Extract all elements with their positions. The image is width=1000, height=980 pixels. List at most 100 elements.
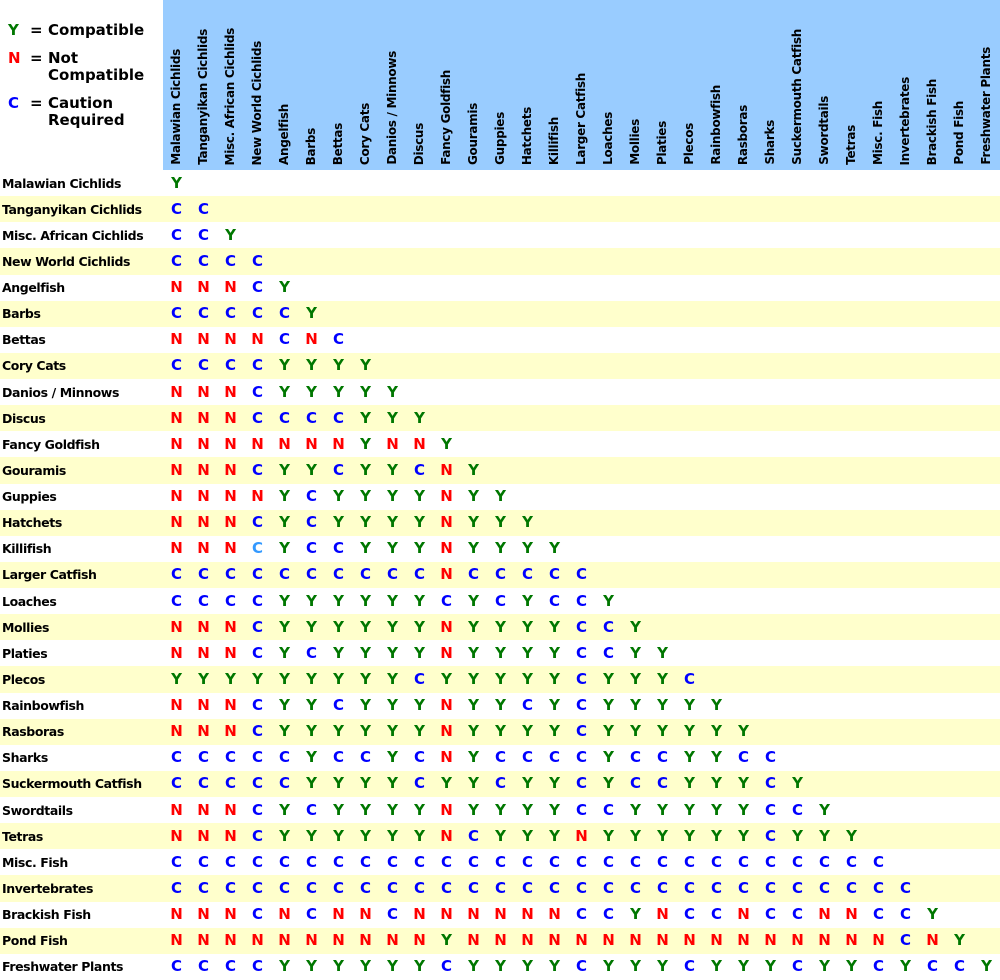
matrix-cell: C [305, 800, 317, 819]
matrix-cell: C [548, 748, 560, 767]
matrix-cell: C [494, 565, 506, 584]
matrix-cell: Y [441, 669, 452, 688]
matrix-cell: C [332, 460, 344, 479]
matrix-cell: N [224, 617, 237, 636]
matrix-cell: Y [387, 539, 398, 558]
matrix-cell: C [467, 826, 479, 845]
matrix-cell: Y [522, 774, 533, 793]
matrix-cell: Y [495, 696, 506, 715]
matrix-cell: Y [414, 539, 425, 558]
matrix-cell: Y [387, 591, 398, 610]
matrix-cell: C [278, 748, 290, 767]
matrix-cell: N [440, 513, 453, 532]
matrix-cell: C [332, 539, 344, 558]
matrix-cell: C [278, 408, 290, 427]
matrix-cell: N [224, 278, 237, 297]
matrix-cell: C [251, 957, 263, 976]
matrix-cell: Y [387, 748, 398, 767]
matrix-cell: C [332, 565, 344, 584]
matrix-cell: N [197, 408, 210, 427]
matrix-cell: N [170, 434, 183, 453]
matrix-cell: Y [495, 487, 506, 506]
matrix-cell: Y [387, 460, 398, 479]
matrix-cell: N [197, 434, 210, 453]
matrix-row: Hatchets N N N C Y C Y Y Y Y N Y Y Y [0, 509, 1000, 536]
matrix-cell: N [224, 434, 237, 453]
matrix-row: Platies N N N C Y C Y Y Y Y N Y Y Y Y C C Y Y [0, 640, 1000, 667]
matrix-cell: N [440, 905, 453, 924]
matrix-row: Bettas N N N N C N C [0, 326, 1000, 353]
matrix-cell: Y [495, 957, 506, 976]
matrix-cell: N [440, 565, 453, 584]
matrix-cell: Y [657, 826, 668, 845]
matrix-cell: Y [738, 774, 749, 793]
matrix-cell: C [764, 905, 776, 924]
matrix-cell: Y [630, 617, 641, 636]
matrix-cell: Y [468, 748, 479, 767]
row-label: Tetras [2, 828, 43, 844]
matrix-cell: C [170, 748, 182, 767]
matrix-cell: C [386, 565, 398, 584]
column-header-label: Hatchets [519, 106, 534, 165]
matrix-cell: Y [495, 800, 506, 819]
matrix-cell: C [683, 852, 695, 871]
row-label: Tanganyikan Cichlids [2, 201, 142, 217]
matrix-cell: N [224, 513, 237, 532]
column-header-label: Loaches [600, 112, 615, 165]
matrix-cell: C [197, 591, 209, 610]
matrix-cell: N [656, 905, 669, 924]
matrix-cell: Y [927, 905, 938, 924]
column-header-label: Angelfish [276, 104, 291, 165]
row-label: Invertebrates [2, 880, 94, 896]
matrix-row: Discus N N N C C C C Y Y Y [0, 405, 1000, 432]
matrix-cell: Y [441, 434, 452, 453]
matrix-cell: N [170, 539, 183, 558]
matrix-cell: C [818, 878, 830, 897]
matrix-cell: N [224, 800, 237, 819]
matrix-cell: C [251, 539, 263, 558]
matrix-cell: N [224, 696, 237, 715]
matrix-cell: C [548, 852, 560, 871]
row-label: New World Cichlids [2, 253, 131, 269]
legend: Y = Compatible N = Not Compatible C = Caution Requ… [0, 0, 163, 170]
matrix-row: Tetras N N N C Y Y Y Y Y Y N C Y Y Y N Y Y Y Y Y Y C Y Y Y [0, 823, 1000, 850]
matrix-cell: Y [414, 722, 425, 741]
matrix-cell: C [575, 591, 587, 610]
matrix-row: Sharks C C C C C Y C C Y C N Y C C C C Y C C Y Y C C [0, 744, 1000, 771]
matrix-cell: Y [657, 669, 668, 688]
column-header-label: Pond Fish [951, 101, 966, 165]
matrix-cell: N [494, 931, 507, 950]
matrix-cell: N [440, 487, 453, 506]
matrix-cell: Y [738, 800, 749, 819]
matrix-cell: C [656, 774, 668, 793]
matrix-cell: Y [387, 722, 398, 741]
matrix-cell: N [440, 460, 453, 479]
matrix-cell: Y [360, 382, 371, 401]
matrix-cell: Y [387, 408, 398, 427]
matrix-cell: N [251, 330, 264, 349]
matrix-cell: C [764, 826, 776, 845]
matrix-cell: C [251, 304, 263, 323]
legend-meaning-line: Required [48, 111, 125, 129]
row-label: Plecos [2, 671, 45, 687]
matrix-cell: C [170, 304, 182, 323]
matrix-cell: C [872, 852, 884, 871]
matrix-cell: C [305, 565, 317, 584]
matrix-cell: N [197, 487, 210, 506]
matrix-cell: C [305, 643, 317, 662]
column-header: Cory Cats [352, 0, 379, 170]
matrix-cell: N [305, 330, 318, 349]
matrix-cell: Y [333, 826, 344, 845]
legend-item: Y = Compatible [8, 22, 163, 39]
matrix-cell: Y [306, 382, 317, 401]
matrix-cell: Y [387, 643, 398, 662]
matrix-cell: Y [738, 957, 749, 976]
matrix-cell: N [170, 905, 183, 924]
matrix-cell: N [278, 434, 291, 453]
matrix-cell: C [602, 852, 614, 871]
matrix-cell: C [251, 748, 263, 767]
matrix-cell: C [251, 460, 263, 479]
column-header: Rasboras [730, 0, 757, 170]
matrix-cell: Y [198, 669, 209, 688]
matrix-cell: Y [657, 696, 668, 715]
